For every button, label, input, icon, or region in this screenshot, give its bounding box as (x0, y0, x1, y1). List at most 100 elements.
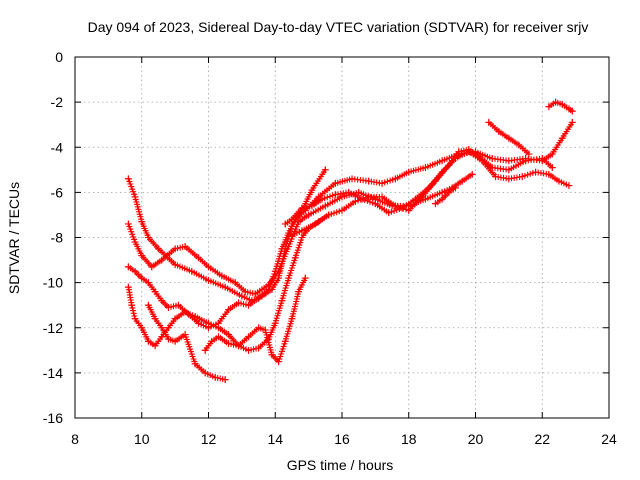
data-point (251, 290, 259, 298)
data-point (151, 342, 159, 350)
data-point (365, 193, 373, 201)
data-point (532, 168, 540, 176)
data-point (488, 155, 496, 163)
x-tick-label: 20 (468, 431, 484, 447)
data-point (138, 324, 146, 332)
data-point (488, 164, 496, 172)
data-point (568, 107, 576, 115)
data-point (281, 220, 289, 228)
data-point (385, 209, 393, 217)
data-point (225, 331, 233, 339)
data-point (285, 243, 293, 251)
data-point (431, 177, 439, 185)
data-point (455, 148, 463, 156)
data-point (438, 195, 446, 203)
data-point (505, 175, 513, 183)
data-point (331, 179, 339, 187)
data-point (345, 188, 353, 196)
y-tick-label: -10 (43, 275, 63, 291)
data-point (255, 344, 263, 352)
data-point (181, 243, 189, 251)
data-point (171, 261, 179, 269)
data-point (518, 173, 526, 181)
data-point (465, 146, 473, 154)
data-point (538, 155, 546, 163)
data-point (555, 177, 563, 185)
data-point (321, 202, 329, 210)
data-point (128, 301, 136, 309)
data-point (351, 197, 359, 205)
x-tick-label: 10 (134, 431, 150, 447)
series-track-5 (144, 301, 229, 384)
data-point (552, 98, 560, 106)
data-point (505, 134, 513, 142)
data-point (505, 166, 513, 174)
data-point (288, 215, 296, 223)
x-tick-label: 8 (71, 431, 79, 447)
data-point (235, 299, 243, 307)
data-point (321, 166, 329, 174)
data-point (171, 337, 179, 345)
data-point (298, 204, 306, 212)
y-tick-label: 0 (55, 49, 63, 65)
data-point (158, 256, 166, 264)
data-point (235, 342, 243, 350)
grid-layer (75, 57, 609, 418)
data-point (221, 283, 229, 291)
data-point (218, 272, 226, 280)
data-point (468, 170, 476, 178)
data-point (188, 267, 196, 275)
data-point (348, 175, 356, 183)
series-track-3 (124, 118, 576, 332)
data-point (131, 193, 139, 201)
data-point (181, 308, 189, 316)
data-point (305, 211, 313, 219)
x-tick-label: 14 (267, 431, 283, 447)
data-point (171, 245, 179, 253)
data-point (308, 186, 316, 194)
data-point (154, 245, 162, 253)
data-point (568, 118, 576, 126)
data-point (522, 157, 530, 165)
data-point (492, 173, 500, 181)
data-point (144, 301, 152, 309)
data-point (288, 231, 296, 239)
data-point (338, 193, 346, 201)
data-point (475, 152, 483, 160)
data-point (458, 177, 466, 185)
y-tick-label: -14 (43, 365, 63, 381)
series-track-8 (288, 146, 556, 239)
data-point (144, 279, 152, 287)
data-point (271, 319, 279, 327)
data-point (545, 103, 553, 111)
data-point (525, 150, 533, 158)
data-point (151, 288, 159, 296)
data-point (565, 182, 573, 190)
data-point (405, 206, 413, 214)
data-point (311, 220, 319, 228)
data-point (391, 202, 399, 210)
data-point (144, 234, 152, 241)
data-point (255, 324, 263, 332)
data-point (131, 238, 139, 246)
data-point (355, 188, 363, 196)
x-tick-label: 22 (534, 431, 550, 447)
data-point (291, 254, 299, 262)
series-track-9 (485, 118, 533, 158)
data-point (445, 161, 453, 169)
x-tick-label: 16 (334, 431, 350, 447)
data-point (391, 175, 399, 183)
data-layer (124, 98, 576, 384)
data-point (261, 326, 269, 334)
series-track-10 (545, 98, 576, 115)
data-point (181, 331, 189, 339)
data-point (201, 346, 209, 354)
data-point (365, 177, 373, 185)
data-point (164, 324, 172, 332)
data-point (221, 376, 229, 384)
data-point (275, 358, 283, 366)
data-point (131, 267, 139, 275)
data-point (124, 283, 132, 291)
data-point (545, 170, 553, 178)
data-point (281, 337, 289, 345)
